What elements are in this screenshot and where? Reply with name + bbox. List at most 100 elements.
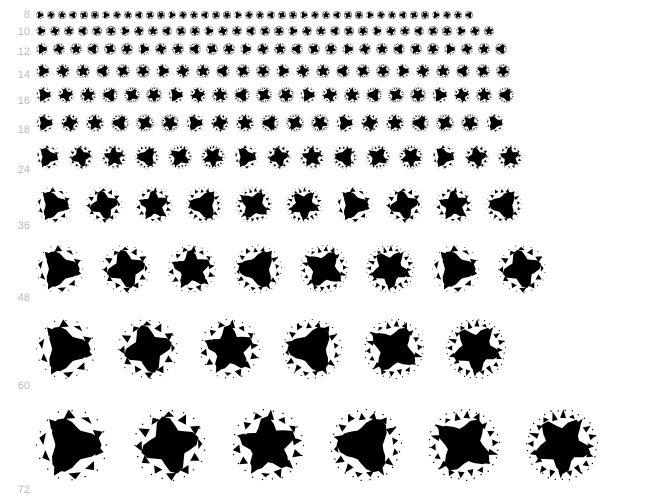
glyph-run [36, 187, 522, 223]
glyph [104, 43, 116, 55]
glyph [393, 43, 405, 55]
glyph [355, 11, 363, 19]
glyph-run [36, 11, 473, 19]
glyph [172, 43, 184, 55]
glyph [461, 43, 473, 55]
glyph [206, 43, 218, 55]
glyph [399, 11, 407, 19]
glyph [470, 26, 480, 36]
glyph [190, 11, 198, 19]
size-label: 10 [0, 26, 30, 38]
glyph [212, 87, 228, 103]
glyph [442, 26, 452, 36]
size-label: 24 [0, 164, 30, 176]
glyph [461, 114, 479, 132]
glyph [161, 114, 179, 132]
glyph [286, 114, 304, 132]
glyph [136, 114, 154, 132]
glyph [388, 11, 396, 19]
glyph [102, 87, 118, 103]
glyph [260, 26, 270, 36]
glyph [267, 145, 291, 169]
glyph [234, 245, 282, 293]
glyph [216, 64, 230, 78]
glyph [421, 11, 429, 19]
size-label: 60 [0, 380, 30, 392]
glyph [102, 11, 110, 19]
glyph [138, 43, 150, 55]
glyph [201, 11, 209, 19]
waterfall-row-8: 8 [0, 8, 650, 22]
glyph [436, 187, 472, 223]
glyph [36, 409, 108, 481]
glyph [344, 11, 352, 19]
glyph [274, 43, 286, 55]
waterfall-row-24: 24 [0, 137, 650, 177]
glyph [432, 11, 440, 19]
glyph [414, 26, 424, 36]
glyph [58, 87, 74, 103]
glyph [56, 64, 70, 78]
glyph [526, 409, 598, 481]
glyph [162, 26, 172, 36]
glyph [168, 145, 192, 169]
glyph [36, 87, 52, 103]
glyph [176, 26, 186, 36]
glyph [465, 11, 473, 19]
glyph [356, 64, 370, 78]
glyph [316, 26, 326, 36]
glyph [498, 245, 546, 293]
glyph [336, 187, 372, 223]
glyph [386, 187, 422, 223]
waterfall-row-18: 18 [0, 108, 650, 137]
glyph [156, 64, 170, 78]
glyph [176, 64, 190, 78]
glyph [201, 145, 225, 169]
glyph [80, 11, 88, 19]
glyph [245, 11, 253, 19]
glyph [344, 26, 354, 36]
size-label: 36 [0, 220, 30, 232]
size-label: 72 [0, 484, 30, 496]
glyph [342, 43, 354, 55]
glyph [212, 11, 220, 19]
glyph [344, 87, 360, 103]
glyph [322, 87, 338, 103]
glyph [190, 87, 206, 103]
glyph [364, 319, 424, 379]
glyph [302, 26, 312, 36]
glyph [267, 11, 275, 19]
glyph [278, 87, 294, 103]
glyph [443, 11, 451, 19]
glyph [278, 11, 286, 19]
glyph [428, 409, 500, 481]
glyph [330, 409, 402, 481]
glyph [87, 43, 99, 55]
glyph [58, 11, 66, 19]
waterfall-row-48: 48 [0, 233, 650, 305]
glyph [69, 145, 93, 169]
glyph [168, 87, 184, 103]
glyph [124, 87, 140, 103]
glyph [223, 43, 235, 55]
glyph [47, 11, 55, 19]
glyph-run [36, 87, 514, 103]
glyph [400, 26, 410, 36]
glyph [157, 11, 165, 19]
glyph [236, 187, 272, 223]
glyph [399, 145, 423, 169]
glyph [336, 114, 354, 132]
glyph [155, 43, 167, 55]
glyph [120, 26, 130, 36]
glyph [436, 64, 450, 78]
glyph [396, 64, 410, 78]
glyph [288, 26, 298, 36]
glyph [179, 11, 187, 19]
glyph [446, 319, 506, 379]
glyph [495, 43, 507, 55]
glyph [236, 64, 250, 78]
glyph [359, 43, 371, 55]
glyph [223, 11, 231, 19]
glyph [432, 87, 448, 103]
glyph [111, 114, 129, 132]
